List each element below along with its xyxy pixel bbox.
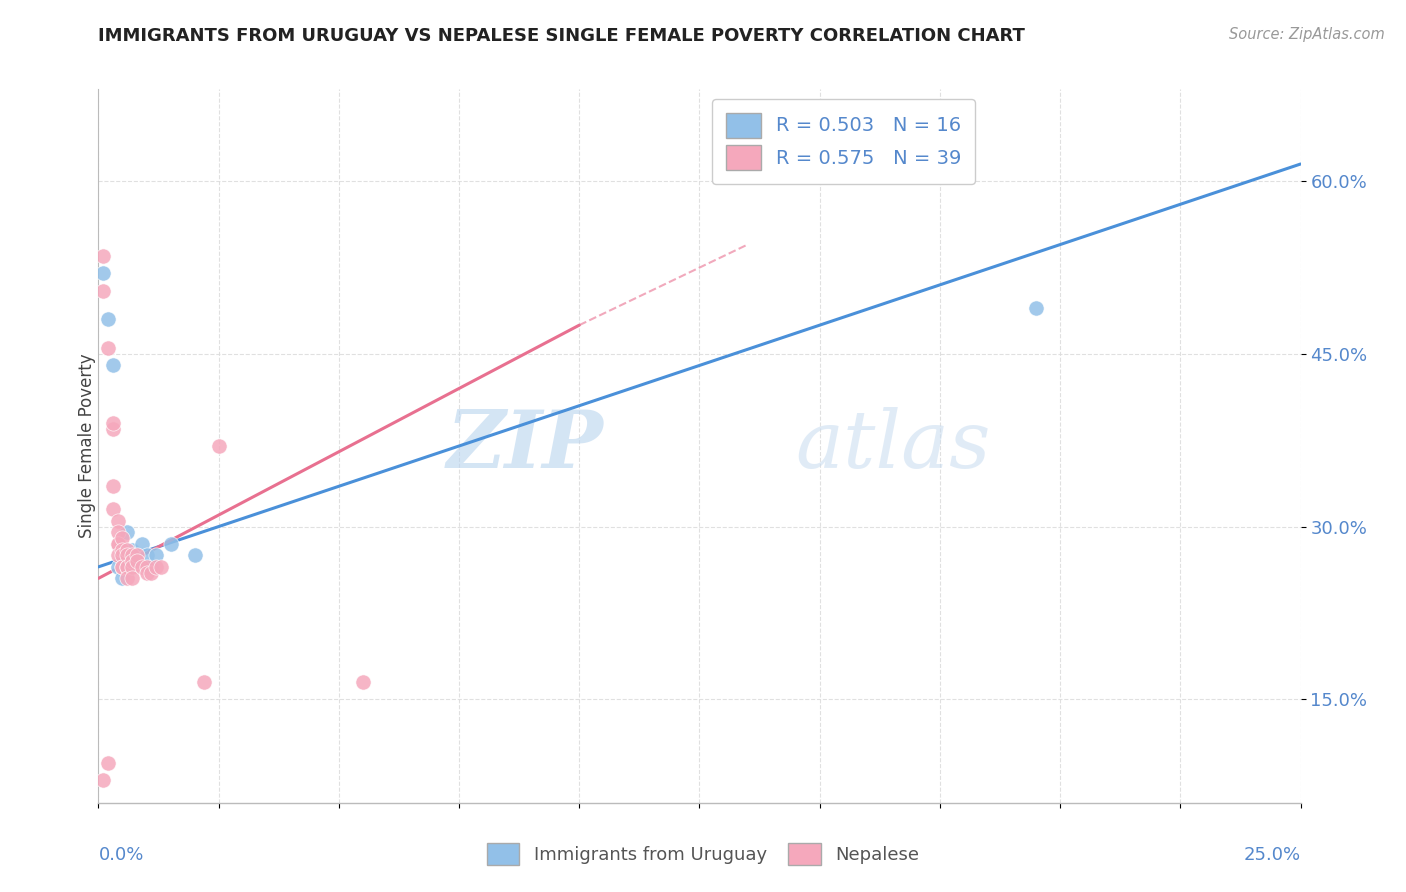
Point — [135, 559, 157, 574]
Text: atlas: atlas — [796, 408, 991, 484]
Point — [97, 312, 120, 326]
Text: 0.0%: 0.0% — [98, 846, 143, 863]
Point — [111, 549, 134, 563]
Point — [97, 341, 120, 355]
Point — [135, 566, 157, 580]
Point — [117, 525, 139, 540]
Point — [131, 559, 153, 574]
Point — [121, 559, 143, 574]
Point — [101, 416, 124, 430]
Point — [97, 756, 120, 770]
Point — [145, 549, 167, 563]
Point — [107, 537, 129, 551]
Point — [159, 537, 181, 551]
Point — [101, 359, 124, 373]
Point — [107, 514, 129, 528]
Point — [121, 554, 143, 568]
Point — [125, 554, 148, 568]
Legend: R = 0.503   N = 16, R = 0.575   N = 39: R = 0.503 N = 16, R = 0.575 N = 39 — [713, 99, 976, 184]
Point — [101, 479, 124, 493]
Point — [111, 559, 134, 574]
Point — [193, 675, 215, 690]
Point — [183, 549, 205, 563]
Point — [91, 249, 114, 263]
Point — [101, 502, 124, 516]
Text: Source: ZipAtlas.com: Source: ZipAtlas.com — [1229, 27, 1385, 42]
Point — [149, 559, 172, 574]
Point — [111, 571, 134, 585]
Point — [131, 537, 153, 551]
Point — [121, 542, 143, 557]
Point — [141, 566, 163, 580]
Point — [107, 537, 129, 551]
Point — [117, 559, 139, 574]
Point — [117, 571, 139, 585]
Text: ZIP: ZIP — [447, 408, 603, 484]
Point — [91, 284, 114, 298]
Point — [101, 422, 124, 436]
Point — [107, 525, 129, 540]
Point — [107, 549, 129, 563]
Text: IMMIGRANTS FROM URUGUAY VS NEPALESE SINGLE FEMALE POVERTY CORRELATION CHART: IMMIGRANTS FROM URUGUAY VS NEPALESE SING… — [98, 27, 1025, 45]
Point — [121, 571, 143, 585]
Point — [107, 559, 129, 574]
Point — [141, 559, 163, 574]
Point — [208, 439, 231, 453]
Point — [352, 675, 374, 690]
Point — [111, 549, 134, 563]
Point — [111, 559, 134, 574]
Point — [135, 549, 157, 563]
Point — [117, 542, 139, 557]
Point — [117, 559, 139, 574]
Point — [145, 559, 167, 574]
Point — [91, 772, 114, 787]
Text: 25.0%: 25.0% — [1243, 846, 1301, 863]
Point — [117, 549, 139, 563]
Y-axis label: Single Female Poverty: Single Female Poverty — [79, 354, 96, 538]
Point — [121, 549, 143, 563]
Point — [111, 531, 134, 545]
Point — [121, 554, 143, 568]
Point — [1025, 301, 1047, 315]
Point — [111, 542, 134, 557]
Legend: Immigrants from Uruguay, Nepalese: Immigrants from Uruguay, Nepalese — [479, 836, 927, 872]
Point — [125, 549, 148, 563]
Point — [91, 266, 114, 280]
